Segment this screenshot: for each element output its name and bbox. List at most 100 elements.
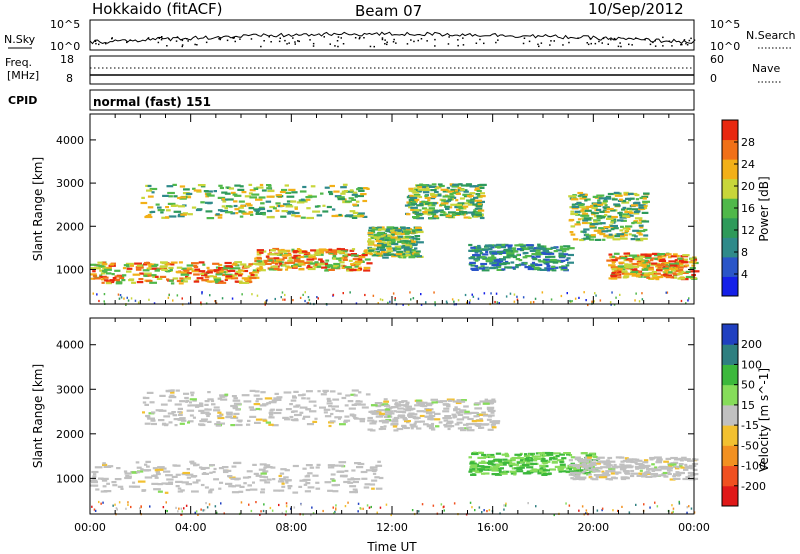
data-cell xyxy=(417,186,425,189)
data-cell xyxy=(198,270,206,273)
data-cell xyxy=(503,508,505,511)
data-cell xyxy=(201,291,203,294)
data-cell xyxy=(453,300,455,303)
data-cell xyxy=(172,183,177,186)
nsearch-dot xyxy=(337,45,339,48)
data-cell xyxy=(691,462,699,466)
data-cell xyxy=(323,411,328,414)
nsearch-dot xyxy=(417,39,419,42)
data-cell xyxy=(490,292,492,295)
data-cell xyxy=(551,265,556,268)
data-cell xyxy=(341,256,345,259)
data-cell xyxy=(173,418,181,421)
data-cell xyxy=(306,216,314,220)
data-cell xyxy=(687,459,695,462)
data-cell xyxy=(185,473,194,476)
data-cell xyxy=(673,458,679,461)
data-cell xyxy=(335,504,337,507)
data-cell xyxy=(392,406,396,409)
data-cell xyxy=(603,226,611,229)
data-cell xyxy=(654,466,658,469)
data-cell xyxy=(151,274,157,277)
data-cell xyxy=(234,272,239,275)
data-cell xyxy=(583,470,587,473)
data-cell xyxy=(479,186,485,189)
data-cell xyxy=(349,189,354,192)
power-colorbar-label: Power [dB] xyxy=(757,176,771,241)
data-cell xyxy=(364,293,366,297)
data-cell xyxy=(260,510,262,513)
data-cell xyxy=(488,509,491,512)
data-cell xyxy=(116,508,118,511)
data-cell xyxy=(376,511,378,514)
data-cell xyxy=(403,230,411,233)
data-cell xyxy=(358,189,365,192)
data-cell xyxy=(381,419,390,422)
data-cell xyxy=(328,248,333,251)
data-cell xyxy=(146,465,150,468)
data-cell xyxy=(206,414,210,418)
data-cell xyxy=(532,266,540,269)
data-cell xyxy=(147,213,152,217)
data-cell xyxy=(638,467,646,470)
data-cell xyxy=(267,189,275,193)
data-cell xyxy=(479,418,483,421)
data-cell xyxy=(251,293,253,296)
data-cell xyxy=(443,509,445,512)
nsearch-dot xyxy=(381,38,384,41)
data-cell xyxy=(219,186,224,190)
data-cell xyxy=(166,263,170,266)
data-cell xyxy=(265,466,273,469)
data-cell xyxy=(534,297,537,300)
data-cell xyxy=(188,401,192,404)
data-cell xyxy=(387,247,392,250)
data-cell xyxy=(602,200,608,203)
nsearch-dot xyxy=(628,43,630,46)
data-cell xyxy=(411,229,418,232)
data-cell xyxy=(477,468,485,471)
data-cell xyxy=(690,261,697,264)
data-cell xyxy=(424,208,429,211)
data-cell xyxy=(614,194,623,197)
data-cell xyxy=(510,457,516,460)
data-cell xyxy=(591,478,599,481)
data-cell xyxy=(160,211,164,214)
data-cell xyxy=(214,300,216,303)
data-cell xyxy=(679,465,683,468)
data-cell xyxy=(328,424,332,428)
data-cell xyxy=(513,300,516,303)
data-cell xyxy=(572,463,577,466)
data-cell xyxy=(194,511,196,514)
data-cell xyxy=(634,461,638,465)
data-cell xyxy=(356,466,364,469)
data-cell xyxy=(154,263,159,266)
data-cell xyxy=(114,503,116,506)
data-cell xyxy=(384,411,393,414)
data-cell xyxy=(468,243,473,247)
data-cell xyxy=(350,263,354,266)
data-cell xyxy=(122,267,127,270)
data-cell xyxy=(250,274,255,277)
data-cell xyxy=(413,422,417,425)
data-cell xyxy=(540,467,547,470)
data-cell xyxy=(428,203,434,206)
data-cell xyxy=(374,402,383,405)
data-cell xyxy=(489,402,494,405)
data-cell xyxy=(559,460,563,464)
data-cell xyxy=(175,506,177,509)
data-cell xyxy=(90,263,97,266)
data-cell xyxy=(673,473,679,476)
data-cell xyxy=(583,291,585,294)
data-cell xyxy=(170,261,178,264)
data-cell xyxy=(487,409,496,412)
data-cell xyxy=(254,421,261,424)
data-cell xyxy=(290,200,297,203)
data-cell xyxy=(641,292,643,295)
data-cell xyxy=(274,261,279,264)
data-cell xyxy=(684,264,690,267)
nsearch-dot xyxy=(447,43,450,45)
data-cell xyxy=(307,296,310,299)
data-cell xyxy=(649,259,654,262)
data-cell xyxy=(200,301,202,304)
data-cell xyxy=(280,215,287,218)
